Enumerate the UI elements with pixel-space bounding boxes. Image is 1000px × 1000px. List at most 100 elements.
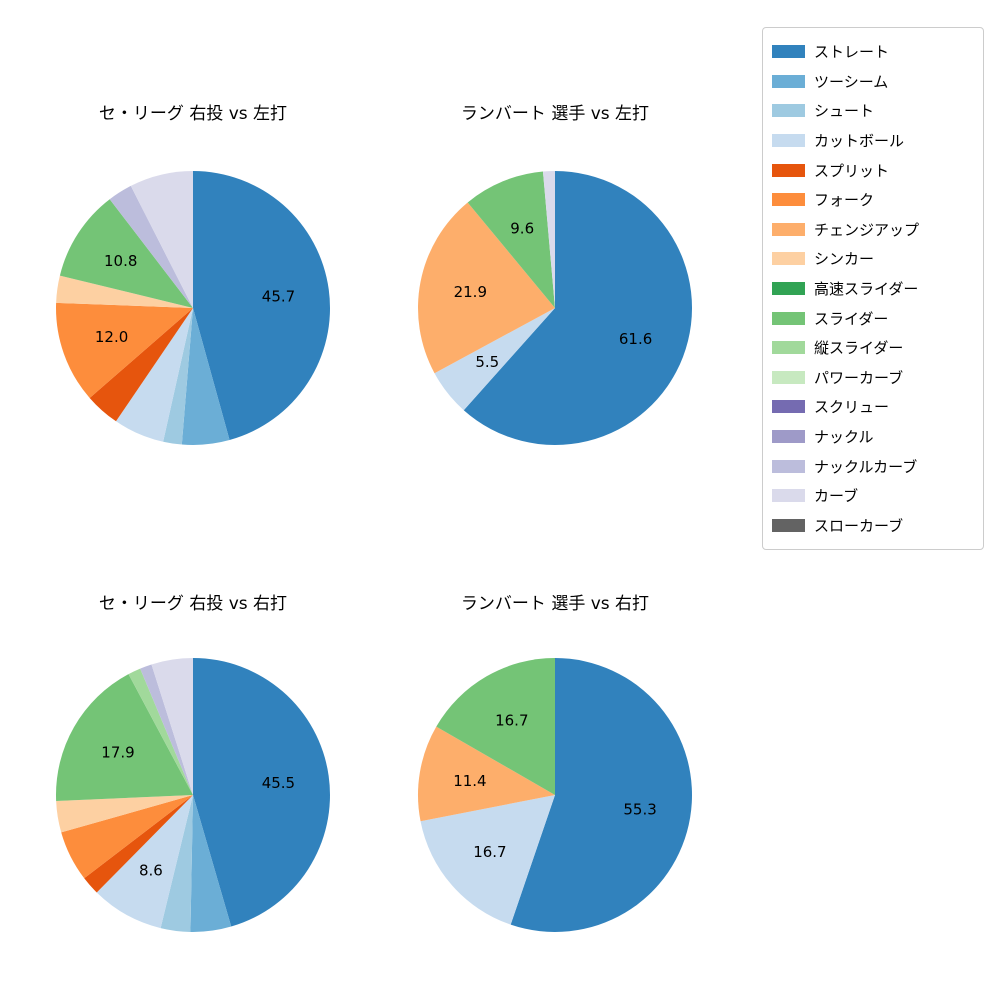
pitch-type-legend: ストレートツーシームシュートカットボールスプリットフォークチェンジアップ シンカー…: [762, 27, 984, 551]
pie-chart-lambert-vs-rhb: 55.3 16.7 11.4 16.7: [417, 658, 692, 932]
pie-0-slice-3: [115, 308, 193, 442]
pie-3-slice-0: [510, 658, 692, 932]
legend-item-1: ツーシーム: [772, 67, 977, 97]
pie-title-lambert-vs-lhb: ランバート 選手 vs 左打: [460, 104, 650, 124]
legend-swatch: [772, 459, 805, 473]
pie-2-slice-3: [96, 795, 193, 929]
legend-label: ナックル: [814, 428, 874, 447]
pie-title-seleague-rhp-vs-lhb: セ・リーグ 右投 vs 左打: [98, 104, 288, 124]
pie-1-slice-3: [467, 171, 555, 308]
legend-label: シュート: [814, 102, 875, 121]
pie-percentage-label: 9.6: [510, 219, 534, 237]
legend-item-6: チェンジアップ: [772, 215, 977, 245]
legend-swatch: [772, 282, 805, 296]
pie-chart-seleague-rhp-vs-rhb: 45.5 8.6 17.9: [55, 658, 330, 933]
legend-label: カットボール: [814, 132, 905, 151]
pie-chart-lambert-vs-lhb: 61.6 5.5 21.9 9.6: [417, 171, 693, 445]
legend-item-14: ナックルカーブ: [772, 451, 977, 481]
pie-3-slice-3: [436, 658, 555, 795]
legend-swatch: [772, 104, 805, 118]
legend-item-0: ストレート: [772, 37, 977, 67]
pie-2-slice-0: [193, 658, 330, 927]
pie-2-slice-7: [55, 674, 194, 802]
legend-item-7: シンカー: [772, 244, 977, 274]
pie-percentage-label: 16.7: [473, 843, 506, 861]
pie-0-slice-9: [130, 171, 193, 308]
legend-swatch: [772, 74, 805, 88]
pie-0-slice-5: [56, 302, 193, 398]
pie-percentage-label: 16.7: [495, 712, 528, 730]
pie-title-seleague-rhp-vs-rhb: セ・リーグ 右投 vs 右打: [98, 594, 288, 614]
legend-swatch: [772, 430, 805, 444]
pie-0-slice-2: [163, 308, 193, 445]
pie-percentage-label: 17.9: [101, 743, 134, 761]
legend-swatch: [772, 193, 805, 207]
legend-item-5: フォーク: [772, 185, 977, 215]
legend-label: 高速スライダー: [814, 280, 919, 299]
legend-label: ストレート: [814, 43, 890, 62]
pie-percentage-label: 8.6: [139, 862, 163, 880]
legend-label: チェンジアップ: [814, 220, 920, 239]
legend-label: スローカーブ: [814, 516, 904, 535]
legend-swatch: [772, 252, 805, 266]
pie-percentage-label: 55.3: [623, 800, 656, 818]
legend-item-9: スライダー: [772, 303, 977, 333]
legend-swatch: [772, 341, 805, 355]
pie-percentage-label: 10.8: [104, 252, 137, 270]
legend-item-10: 縦スライダー: [772, 333, 977, 363]
pie-2-slice-8: [128, 668, 193, 795]
pie-0-slice-7: [59, 199, 193, 308]
legend-item-15: カーブ: [772, 481, 977, 511]
pie-2-slice-1: [190, 795, 232, 933]
pie-percentage-label: 21.9: [454, 283, 487, 301]
legend-item-4: スプリット: [772, 155, 977, 185]
pie-1-slice-0: [463, 171, 693, 445]
legend-swatch: [772, 45, 805, 59]
legend-swatch: [772, 134, 805, 148]
legend-swatch: [772, 400, 805, 414]
legend-label: シンカー: [814, 250, 875, 269]
pie-percentage-label: 11.4: [453, 772, 486, 790]
pie-0-slice-0: [193, 171, 331, 441]
legend-item-2: シュート: [772, 96, 977, 126]
legend-label: パワーカーブ: [814, 368, 904, 387]
pie-0-slice-6: [56, 275, 193, 308]
legend-label: ツーシーム: [814, 72, 889, 91]
pie-2-slice-10: [151, 658, 193, 795]
legend-item-16: スローカーブ: [772, 511, 977, 541]
legend-item-12: スクリュー: [772, 392, 977, 422]
legend-label: 縦スライダー: [814, 339, 904, 358]
pie-0-slice-1: [181, 308, 230, 445]
pie-0-slice-4: [89, 308, 193, 422]
pie-1-slice-2: [417, 202, 555, 374]
pie-percentage-label: 61.6: [619, 330, 652, 348]
pie-2-slice-2: [160, 795, 193, 932]
pie-3-slice-2: [417, 726, 555, 822]
legend-swatch: [772, 518, 805, 532]
pie-3-slice-1: [420, 795, 555, 925]
legend-label: ナックルカーブ: [814, 457, 918, 476]
pie-2-slice-4: [84, 795, 193, 893]
pie-title-lambert-vs-rhb: ランバート 選手 vs 右打: [460, 594, 650, 614]
legend-swatch: [772, 489, 805, 503]
legend-swatch: [772, 311, 805, 325]
pie-1-slice-1: [434, 308, 555, 411]
pie-percentage-label: 45.5: [262, 774, 295, 792]
legend-label: スライダー: [814, 309, 889, 328]
pie-percentage-label: 45.7: [262, 288, 295, 306]
legend-item-8: 高速スライダー: [772, 274, 977, 304]
legend-item-3: カットボール: [772, 126, 977, 156]
pie-0-slice-8: [109, 185, 193, 308]
legend-item-13: ナックル: [772, 422, 977, 452]
pie-1-slice-4: [542, 171, 555, 308]
legend-item-11: パワーカーブ: [772, 363, 977, 393]
legend-label: スクリュー: [814, 398, 890, 417]
legend-label: フォーク: [814, 191, 875, 210]
pie-chart-seleague-rhp-vs-lhb: 45.7 12.0 10.8: [56, 171, 331, 445]
pie-2-slice-5: [61, 795, 194, 879]
legend-swatch: [772, 222, 805, 236]
pie-2-slice-6: [56, 795, 193, 833]
pie-2-slice-9: [140, 664, 193, 795]
pie-percentage-label: 12.0: [95, 328, 128, 346]
pie-percentage-label: 5.5: [475, 353, 499, 371]
